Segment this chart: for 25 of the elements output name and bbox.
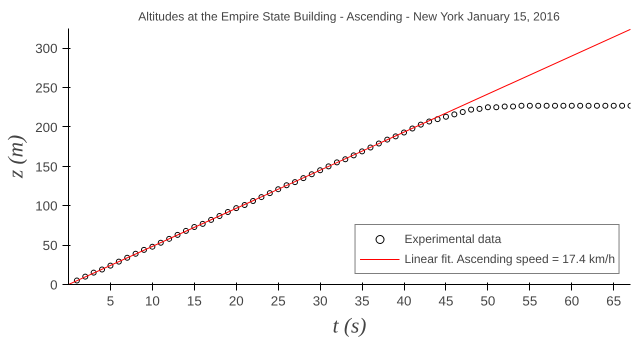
y-tick-label: 150 — [35, 159, 58, 174]
x-tick-label: 5 — [106, 294, 114, 308]
legend-label: Linear fit. Ascending speed = 17.4 km/h — [404, 252, 615, 266]
y-tick-label: 300 — [35, 41, 58, 56]
x-tick-label: 40 — [396, 294, 412, 308]
x-axis-title: t (s) — [332, 314, 366, 338]
x-tick-label: 45 — [438, 294, 454, 308]
x-tick-label: 30 — [312, 294, 328, 308]
y-tick-label: 250 — [35, 80, 58, 96]
x-tick-label: 50 — [480, 294, 496, 308]
x-tick-label: 55 — [522, 294, 538, 308]
x-tick-label: 10 — [144, 294, 160, 308]
x-tick-label: 15 — [186, 294, 202, 308]
legend-label: Experimental data — [404, 232, 502, 246]
x-tick-label: 60 — [564, 294, 580, 308]
x-tick-label: 25 — [270, 294, 286, 308]
chart-title: Altitudes at the Empire State Building - Ascending - New York January 15, 2016 — [138, 10, 560, 24]
x-tick-label: 65 — [606, 294, 622, 308]
y-tick-label: 200 — [35, 120, 58, 135]
y-tick-label: 100 — [35, 198, 58, 214]
y-tick-label: 0 — [50, 278, 58, 292]
y-tick-label: 50 — [42, 238, 58, 254]
x-tick-label: 20 — [228, 294, 244, 308]
x-tick-label: 35 — [354, 294, 370, 308]
y-axis-title: z (m) — [3, 134, 28, 180]
